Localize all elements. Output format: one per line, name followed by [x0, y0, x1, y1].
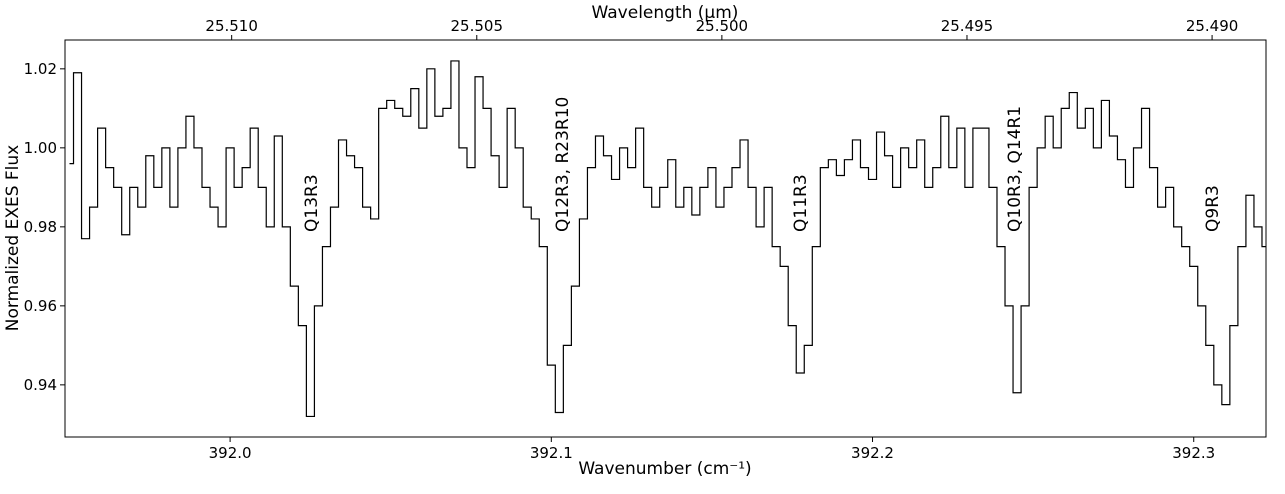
line-annotation: Q10R3, Q14R1 [1005, 106, 1025, 232]
y-tick-label: 0.98 [24, 218, 57, 236]
x-tick-label: 392.2 [851, 444, 894, 462]
x-tick-label: 392.0 [209, 444, 252, 462]
x2-tick-label: 25.510 [205, 17, 258, 35]
line-annotation: Q12R3, R23R10 [553, 97, 573, 232]
y-tick-label: 0.94 [24, 376, 57, 394]
line-annotation: Q13R3 [302, 174, 322, 232]
x-tick-label: 392.3 [1172, 444, 1215, 462]
x2-axis-label: Wavelength (μm) [592, 3, 739, 23]
line-annotation: Q9R3 [1203, 185, 1223, 232]
spectrum-line [69, 60, 1266, 418]
x2-tick-label: 25.490 [1186, 17, 1239, 35]
x2-tick-label: 25.505 [451, 17, 504, 35]
y-axis-label: Normalized EXES Flux [3, 145, 23, 331]
line-annotation: Q11R3 [791, 174, 811, 232]
y-tick-label: 1.00 [24, 139, 57, 157]
plot-frame [64, 39, 1267, 438]
x2-tick-label: 25.500 [696, 17, 749, 35]
y-tick-label: 1.02 [24, 60, 57, 78]
x-tick-label: 392.1 [530, 444, 573, 462]
y-tick-label: 0.96 [24, 297, 57, 315]
x-axis-label: Wavenumber (cm⁻¹) [578, 459, 751, 479]
x2-tick-label: 25.495 [941, 17, 994, 35]
